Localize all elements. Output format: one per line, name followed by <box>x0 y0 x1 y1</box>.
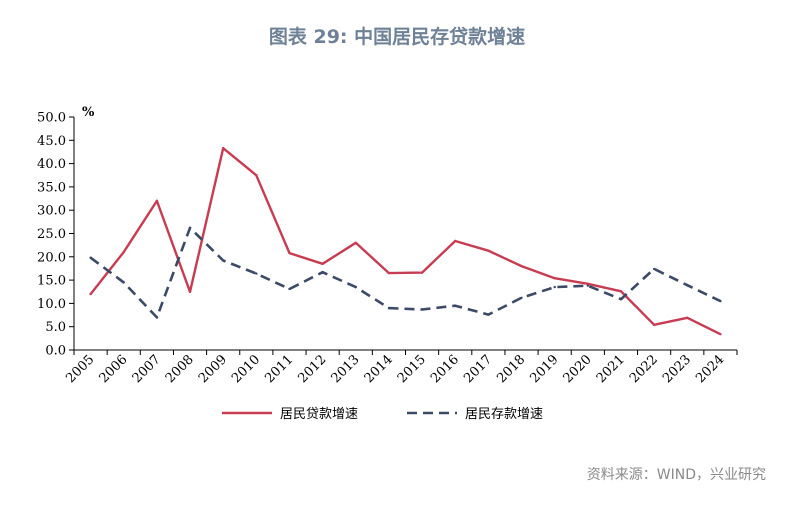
legend-deposit-label: 居民存款增速 <box>465 407 543 422</box>
y-tick-label: 45.0 <box>37 134 66 149</box>
loan-growth-point <box>586 282 590 286</box>
x-tick-label: 2010 <box>229 352 263 386</box>
x-tick-label: 2009 <box>196 352 230 386</box>
x-tick-label: 2018 <box>494 352 528 386</box>
deposit-growth-point <box>487 313 490 316</box>
axes: 0.0 5.0 10.0 15.0 20.0 25.0 30.0 35.0 40.0 45.0 50… <box>37 105 738 386</box>
deposit-growth-point <box>686 284 689 287</box>
y-tick-label: 0.0 <box>45 344 66 359</box>
x-tick-label: 2012 <box>295 352 329 386</box>
x-tick-label: 2008 <box>163 352 197 386</box>
loan-growth-point <box>155 199 159 203</box>
deposit-growth-point <box>255 272 258 275</box>
deposit-growth-point <box>122 281 125 284</box>
deposit-growth-point <box>420 308 424 311</box>
x-tick-label: 2015 <box>395 352 429 386</box>
y-tick-label: 40.0 <box>37 157 66 172</box>
y-tick-label: 10.0 <box>37 297 66 312</box>
loan-growth-point <box>221 147 225 150</box>
x-tick-label: 2007 <box>130 352 164 386</box>
loan-growth-point <box>122 250 125 254</box>
deposit-growth-point <box>619 298 623 301</box>
deposit-growth-point <box>454 304 457 307</box>
loan-growth-point <box>454 239 457 243</box>
loan-growth-point <box>321 262 324 265</box>
x-tick-label: 2023 <box>660 352 694 386</box>
x-tick-label: 2021 <box>594 352 628 386</box>
x-tick-label: 2017 <box>461 352 495 386</box>
loan-growth-point <box>652 323 656 327</box>
loan-growth-point <box>354 241 357 245</box>
plot-area <box>89 146 722 336</box>
deposit-growth-point <box>89 256 92 259</box>
loan-growth-point <box>288 251 291 255</box>
deposit-growth-point <box>520 296 523 300</box>
y-tick-label: 50.0 <box>37 111 66 126</box>
x-tick-label: 2006 <box>97 352 131 386</box>
loan-growth-point <box>553 277 556 280</box>
deposit-growth-point <box>188 226 192 230</box>
deposit-growth-point <box>719 299 722 303</box>
x-tick-label: 2016 <box>428 352 462 386</box>
legend: 居民贷款增速 居民存款增速 <box>222 407 543 422</box>
loan-growth-point <box>520 264 523 268</box>
loan-growth-point <box>487 249 490 252</box>
y-tick-label: 15.0 <box>37 274 66 289</box>
deposit-growth-point <box>652 267 656 271</box>
loan-growth-point <box>686 316 689 320</box>
x-tick-label: 2020 <box>561 352 595 386</box>
x-tick-label: 2019 <box>527 352 561 386</box>
deposit-growth-point <box>586 284 590 287</box>
deposit-growth-point <box>387 306 391 310</box>
y-tick-label: 5.0 <box>45 320 66 335</box>
x-tick-label: 2013 <box>329 352 363 386</box>
legend-loan-label: 居民贷款增速 <box>280 407 358 422</box>
deposit-growth-point <box>288 287 291 291</box>
chart-title: 图表 29: 中国居民存贷款增速 <box>268 26 526 48</box>
x-tick-label: 2005 <box>63 352 97 386</box>
x-tick-label: 2014 <box>362 352 396 386</box>
deposit-growth-point <box>553 285 556 289</box>
loan-growth-point <box>188 290 192 293</box>
source-note: 资料来源：WIND，兴业研究 <box>586 467 766 483</box>
x-tick-label: 2022 <box>627 352 661 386</box>
loan-growth-point <box>719 332 722 336</box>
x-tick-label: 2024 <box>693 352 727 386</box>
y-tick-label: 35.0 <box>37 180 66 195</box>
loan-growth-point <box>387 271 391 275</box>
y-tick-label: 25.0 <box>37 227 66 242</box>
deposit-growth-point <box>221 259 225 262</box>
deposit-growth-point <box>354 285 357 289</box>
y-unit-label: % <box>82 105 95 120</box>
loan-growth-point <box>420 271 424 274</box>
loan-growth-point <box>619 290 623 293</box>
loan-growth-point <box>89 292 92 296</box>
loan-growth-line <box>89 146 721 336</box>
deposit-growth-line <box>89 226 721 319</box>
x-tick-label: 2011 <box>262 352 296 386</box>
loan-growth-point <box>255 174 258 177</box>
deposit-growth-point <box>321 270 324 274</box>
deposit-growth-point <box>155 316 159 319</box>
y-tick-label: 30.0 <box>37 204 66 219</box>
y-tick-label: 20.0 <box>37 250 66 265</box>
